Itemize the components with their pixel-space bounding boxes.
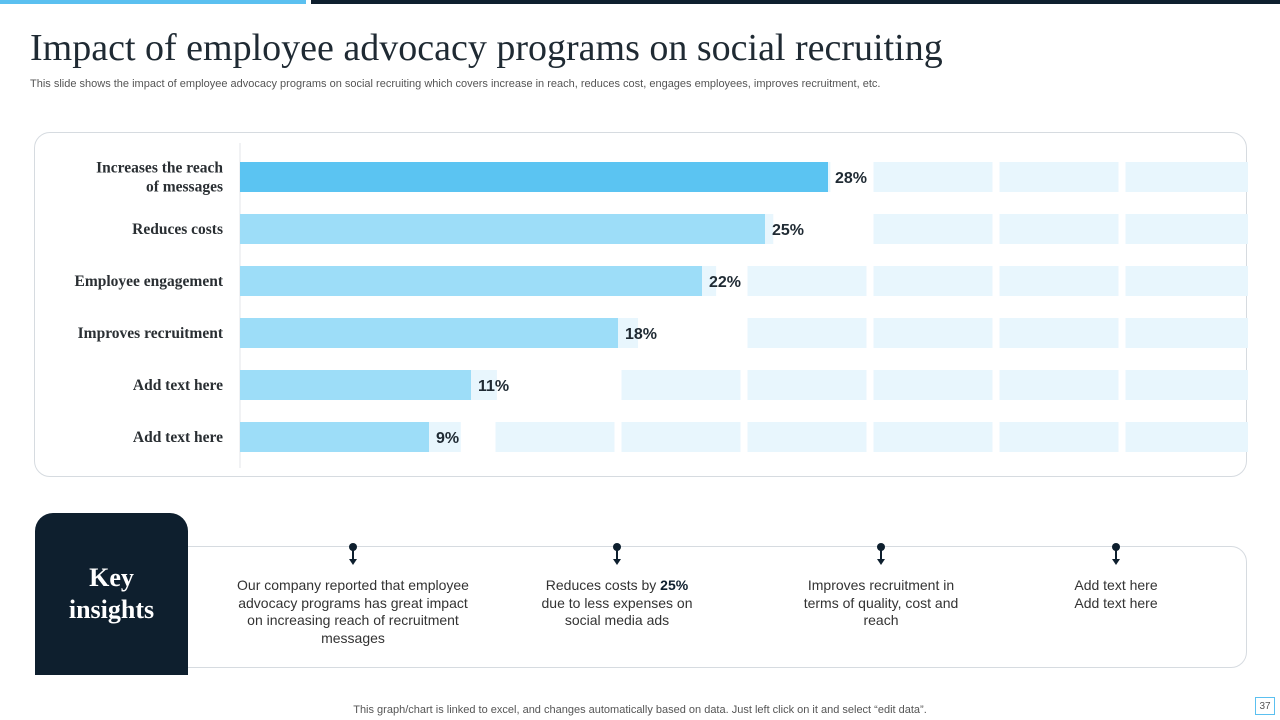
page-subtitle: This slide shows the impact of employee … bbox=[30, 78, 881, 90]
insights-container bbox=[150, 546, 1247, 668]
page-title: Impact of employee advocacy programs on … bbox=[30, 27, 943, 69]
key-insights-heading-line2: insights bbox=[68, 595, 155, 624]
pin-arrow-icon bbox=[1110, 543, 1122, 567]
bar-track-segment bbox=[873, 214, 993, 244]
bar-value-label: 9% bbox=[436, 430, 459, 447]
pin-arrow-icon bbox=[347, 543, 359, 567]
bar[interactable] bbox=[240, 266, 702, 296]
bar-track-segment bbox=[999, 422, 1119, 452]
insight-text: Add text here Add text here bbox=[1074, 577, 1158, 611]
insight-item: Our company reported that employee advoc… bbox=[233, 543, 473, 647]
bar-track-segment bbox=[429, 422, 461, 452]
bar-track-segment bbox=[873, 266, 993, 296]
category-label: Increases the reach of messages bbox=[96, 160, 223, 196]
bar-value-label: 22% bbox=[709, 274, 741, 291]
bar-track-segment bbox=[1125, 318, 1248, 348]
category-label: Add text here bbox=[133, 429, 223, 446]
bar-track-segment bbox=[702, 266, 717, 296]
key-insights-heading: Key insights bbox=[69, 562, 154, 626]
footer-note: This graph/chart is linked to excel, and… bbox=[353, 704, 927, 716]
bar[interactable] bbox=[240, 162, 828, 192]
bar-value-label: 18% bbox=[625, 326, 657, 343]
bar[interactable] bbox=[240, 422, 429, 452]
bar-track-segment bbox=[1125, 162, 1248, 192]
bar-track-segment bbox=[999, 162, 1119, 192]
category-label: Improves recruitment bbox=[78, 325, 224, 342]
category-label: Add text here bbox=[133, 377, 223, 394]
bar-track-segment bbox=[1125, 422, 1248, 452]
bar-track-segment bbox=[999, 370, 1119, 400]
bar-track-segment bbox=[828, 162, 831, 192]
bar-track-segment bbox=[618, 318, 639, 348]
bar-value-label: 25% bbox=[772, 222, 804, 239]
insight-item: Improves recruitment in terms of quality… bbox=[761, 543, 1001, 630]
bar-track-segment bbox=[873, 370, 993, 400]
insight-item: Add text here Add text here bbox=[996, 543, 1236, 612]
bar-track-segment bbox=[999, 214, 1119, 244]
top-dark-bar bbox=[311, 0, 1280, 4]
bar-track-segment bbox=[621, 422, 741, 452]
category-label: Employee engagement bbox=[74, 273, 223, 290]
bar-track-segment bbox=[747, 266, 867, 296]
bar-value-label: 11% bbox=[478, 378, 509, 395]
key-insights-heading-line1: Key bbox=[89, 563, 134, 592]
insight-text-pre: Reduces costs by bbox=[545, 577, 661, 593]
insight-text-post: due to less expenses on social media ads bbox=[541, 594, 693, 629]
bar[interactable] bbox=[240, 214, 765, 244]
page-number: 37 bbox=[1255, 697, 1275, 715]
bar-track-segment bbox=[1125, 214, 1248, 244]
bar-track-segment bbox=[873, 318, 993, 348]
bar-track-segment bbox=[747, 370, 867, 400]
bar-track-segment bbox=[765, 214, 774, 244]
bar[interactable] bbox=[240, 370, 471, 400]
bar-track-segment bbox=[747, 422, 867, 452]
top-accent-bar bbox=[0, 0, 306, 4]
bar-track-segment bbox=[621, 370, 741, 400]
bar-track-segment bbox=[873, 162, 993, 192]
key-insights-card: Key insights bbox=[35, 513, 188, 675]
insight-text: Improves recruitment in terms of quality… bbox=[803, 577, 959, 628]
bar-track-segment bbox=[471, 370, 497, 400]
bar-track-segment bbox=[747, 318, 867, 348]
pin-arrow-icon bbox=[875, 543, 887, 567]
bar-value-label: 28% bbox=[835, 170, 867, 187]
pin-arrow-icon bbox=[611, 543, 623, 567]
insight-text-highlight: 25% bbox=[660, 577, 689, 593]
bar-track-segment bbox=[1125, 370, 1248, 400]
insight-item: Reduces costs by 25% due to less expense… bbox=[497, 543, 737, 630]
chart-container[interactable]: 28% Increases the reach of messages 25% Redu… bbox=[34, 132, 1248, 478]
insight-text: Reduces costs by 25% due to less expense… bbox=[537, 577, 697, 630]
bar-chart[interactable]: 28% Increases the reach of messages 25% Redu… bbox=[35, 133, 1248, 478]
category-label: Reduces costs bbox=[132, 221, 223, 238]
bar[interactable] bbox=[240, 318, 618, 348]
bar-track-segment bbox=[873, 422, 993, 452]
bar-track-segment bbox=[495, 422, 615, 452]
insight-text: Our company reported that employee advoc… bbox=[237, 577, 469, 646]
bar-track-segment bbox=[999, 318, 1119, 348]
bar-track-segment bbox=[999, 266, 1119, 296]
bar-track-segment bbox=[1125, 266, 1248, 296]
